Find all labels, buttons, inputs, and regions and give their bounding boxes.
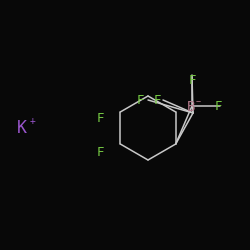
Text: −: −: [196, 97, 200, 106]
Text: F: F: [96, 146, 104, 158]
Text: F: F: [153, 94, 161, 106]
Text: +: +: [30, 116, 36, 126]
Text: F: F: [188, 74, 196, 86]
Text: K: K: [17, 119, 27, 137]
Text: F: F: [214, 100, 222, 114]
Text: F: F: [136, 94, 144, 106]
Text: B: B: [187, 100, 195, 114]
Text: F: F: [96, 112, 104, 124]
